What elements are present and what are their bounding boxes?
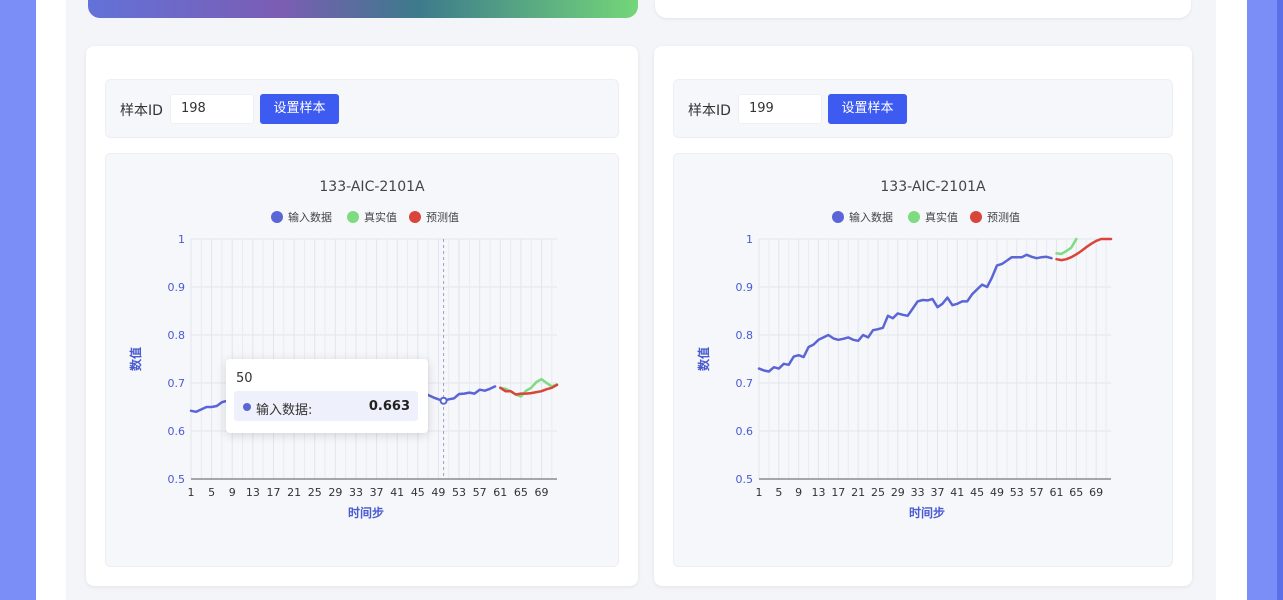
x-tick-label: 45 bbox=[970, 486, 984, 499]
legend-label: 输入数据 bbox=[849, 210, 893, 224]
x-tick-label: 37 bbox=[930, 486, 944, 499]
y-tick-label: 0.9 bbox=[168, 281, 186, 294]
y-axis-label: 数值 bbox=[696, 347, 711, 371]
x-tick-label: 13 bbox=[246, 486, 260, 499]
x-axis-label: 时间步 bbox=[909, 505, 945, 520]
hover-point bbox=[439, 396, 448, 405]
x-tick-label: 21 bbox=[287, 486, 301, 499]
x-tick-label: 9 bbox=[229, 486, 236, 499]
y-tick-label: 0.7 bbox=[736, 377, 754, 390]
x-axis-label: 时间步 bbox=[348, 505, 384, 520]
x-tick-label: 5 bbox=[208, 486, 215, 499]
x-tick-label: 33 bbox=[911, 486, 925, 499]
legend-marker bbox=[347, 211, 359, 223]
chart-title: 133-AIC-2101A bbox=[319, 179, 425, 195]
sample-controls: 样本ID 199 设置样本 bbox=[673, 79, 1173, 138]
scrollbar[interactable] bbox=[1277, 0, 1283, 600]
y-tick-label: 1 bbox=[178, 233, 185, 246]
tooltip-value: 0.663 bbox=[368, 399, 410, 414]
legend-label: 预测值 bbox=[987, 211, 1020, 224]
x-tick-label: 29 bbox=[328, 486, 342, 499]
y-tick-label: 1 bbox=[746, 233, 753, 246]
series-line-预测值 bbox=[499, 383, 559, 396]
sample-id-input[interactable]: 198 bbox=[170, 94, 254, 124]
chart-container: 133-AIC-2101A 输入数据 真实值 预测值 0.5 0.6 0.7 0.8 0.9 1 1… bbox=[105, 153, 619, 567]
tooltip-series-name: 输入数据: bbox=[256, 403, 313, 418]
y-axis-label: 数值 bbox=[128, 347, 143, 371]
legend-label: 输入数据 bbox=[288, 210, 332, 224]
x-tick-label: 1 bbox=[188, 486, 195, 499]
x-tick-label: 17 bbox=[831, 486, 845, 499]
x-tick-label: 33 bbox=[349, 486, 363, 499]
left-background-stripe bbox=[0, 0, 36, 600]
sample-id-label: 样本ID bbox=[120, 103, 163, 119]
tooltip-x-value: 50 bbox=[236, 371, 253, 386]
series-line-真实值 bbox=[1055, 237, 1078, 256]
legend-marker bbox=[832, 211, 844, 223]
tooltip-row: 输入数据: 0.663 bbox=[234, 391, 418, 421]
legend-label: 真实值 bbox=[925, 210, 958, 224]
x-tick-label: 17 bbox=[266, 486, 280, 499]
x-tick-label: 53 bbox=[1010, 486, 1024, 499]
y-tick-label: 0.7 bbox=[168, 377, 186, 390]
legend-label: 真实值 bbox=[364, 210, 397, 224]
y-tick-label: 0.6 bbox=[168, 425, 186, 438]
legend-marker bbox=[409, 211, 421, 223]
chart-container: 133-AIC-2101A 输入数据 真实值 预测值 0.5 0.6 0.7 0.8 0.9 1 1… bbox=[673, 153, 1173, 567]
x-tick-label: 41 bbox=[950, 486, 964, 499]
line-chart[interactable]: 133-AIC-2101A 输入数据 真实值 预测值 0.5 0.6 0.7 0.8 0.9 1 1… bbox=[106, 154, 620, 568]
x-tick-label: 65 bbox=[1069, 486, 1083, 499]
series-line-预测值 bbox=[1055, 237, 1113, 262]
x-tick-label: 41 bbox=[390, 486, 404, 499]
x-tick-label: 57 bbox=[473, 486, 487, 499]
x-tick-label: 5 bbox=[775, 486, 782, 499]
y-tick-label: 0.8 bbox=[736, 329, 754, 342]
x-tick-label: 29 bbox=[891, 486, 905, 499]
set-sample-button[interactable]: 设置样本 bbox=[828, 94, 907, 124]
x-tick-label: 25 bbox=[308, 486, 322, 499]
y-tick-label: 0.8 bbox=[168, 329, 186, 342]
sample-id-input[interactable]: 199 bbox=[738, 94, 822, 124]
set-sample-button[interactable]: 设置样本 bbox=[260, 94, 339, 124]
x-tick-label: 61 bbox=[493, 486, 507, 499]
x-tick-label: 49 bbox=[990, 486, 1004, 499]
y-tick-label: 0.9 bbox=[736, 281, 754, 294]
page-container: 样本ID 198 设置样本 133-AIC-2101A 输入数据 真实值 预测值 0.5… bbox=[36, 0, 1247, 600]
series-line-输入数据 bbox=[757, 253, 1053, 373]
y-tick-label: 0.5 bbox=[736, 473, 754, 486]
x-tick-label: 1 bbox=[756, 486, 763, 499]
series-dot-icon bbox=[243, 403, 251, 411]
x-tick-label: 69 bbox=[535, 486, 549, 499]
x-tick-label: 37 bbox=[370, 486, 384, 499]
legend-marker bbox=[908, 211, 920, 223]
sample-controls: 样本ID 198 设置样本 bbox=[105, 79, 619, 138]
x-tick-label: 25 bbox=[871, 486, 885, 499]
sample-id-label: 样本ID bbox=[688, 103, 731, 119]
x-tick-label: 45 bbox=[411, 486, 425, 499]
sample-card-right: 样本ID 199 设置样本 133-AIC-2101A 输入数据 真实值 预测值 0.5… bbox=[654, 46, 1192, 586]
x-tick-label: 9 bbox=[795, 486, 802, 499]
legend-marker bbox=[970, 211, 982, 223]
line-chart[interactable]: 133-AIC-2101A 输入数据 真实值 预测值 0.5 0.6 0.7 0.8 0.9 1 1… bbox=[674, 154, 1174, 568]
legend-marker bbox=[271, 211, 283, 223]
x-tick-label: 49 bbox=[431, 486, 445, 499]
x-tick-label: 53 bbox=[452, 486, 466, 499]
sample-card-left: 样本ID 198 设置样本 133-AIC-2101A 输入数据 真实值 预测值 0.5… bbox=[86, 46, 638, 586]
x-tick-label: 61 bbox=[1049, 486, 1063, 499]
x-tick-label: 69 bbox=[1089, 486, 1103, 499]
y-tick-label: 0.5 bbox=[168, 473, 186, 486]
chart-tooltip: 50 输入数据: 0.663 bbox=[226, 359, 428, 433]
chart-title: 133-AIC-2101A bbox=[880, 179, 986, 195]
x-tick-label: 57 bbox=[1030, 486, 1044, 499]
top-gradient-banner bbox=[88, 0, 638, 18]
x-tick-label: 21 bbox=[851, 486, 865, 499]
top-right-card bbox=[655, 0, 1191, 18]
legend-label: 预测值 bbox=[426, 211, 459, 224]
y-tick-label: 0.6 bbox=[736, 425, 754, 438]
x-tick-label: 65 bbox=[514, 486, 528, 499]
x-tick-label: 13 bbox=[811, 486, 825, 499]
